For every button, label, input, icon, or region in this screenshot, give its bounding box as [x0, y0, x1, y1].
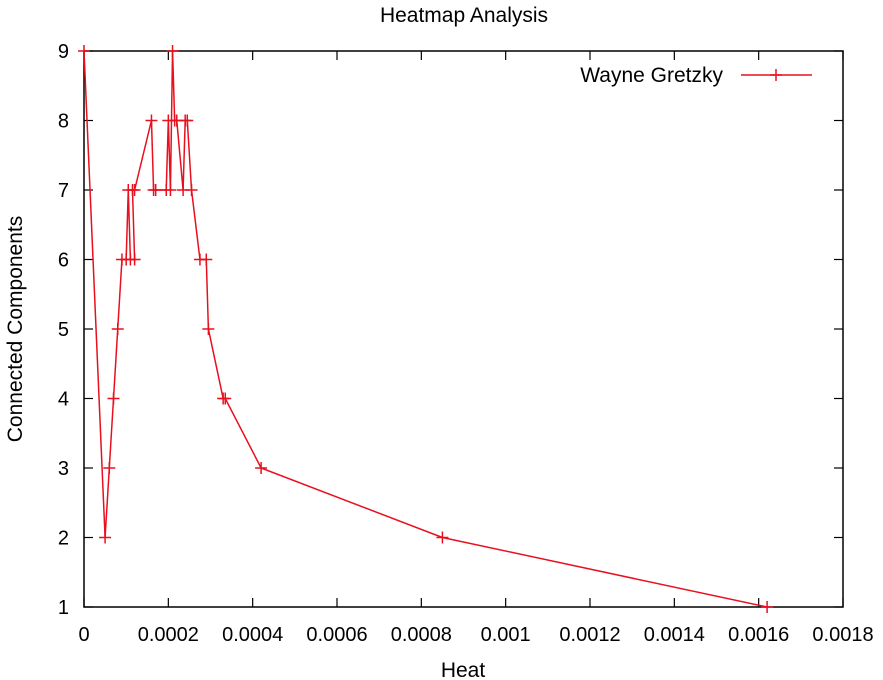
data-point — [185, 184, 198, 196]
data-point — [107, 392, 120, 405]
data-point — [145, 114, 158, 127]
data-point — [255, 462, 268, 474]
legend-marker — [770, 69, 782, 81]
x-tick-label: 0.001 — [481, 624, 531, 646]
data-point — [99, 531, 112, 544]
y-tick-label: 7 — [58, 180, 69, 202]
data-point — [111, 323, 124, 335]
plot-frame — [83, 50, 844, 608]
legend: Wayne Gretzky — [580, 64, 812, 87]
y-axis: 1 2 3 4 5 6 7 8 9 — [58, 41, 843, 619]
y-axis-title: Connected Components — [4, 216, 27, 442]
chart-title: Heatmap Analysis — [380, 4, 548, 27]
y-tick-label: 6 — [58, 250, 69, 272]
x-tick-label: 0.0018 — [812, 624, 873, 646]
data-point — [202, 323, 215, 335]
series-layer — [78, 45, 774, 613]
data-point — [200, 253, 213, 266]
y-tick-label: 2 — [58, 528, 69, 550]
series-line — [83, 50, 768, 608]
legend-label: Wayne Gretzky — [580, 64, 723, 87]
data-point — [181, 114, 194, 127]
x-tick-label: 0.0012 — [559, 624, 620, 646]
x-tick-label: 0.0006 — [306, 624, 367, 646]
x-axis: 0 0.0002 0.0004 0.0006 0.0008 0.001 0.0012 0.00… — [78, 51, 874, 646]
x-tick-label: 0 — [78, 624, 89, 646]
y-tick-label: 3 — [58, 458, 69, 480]
y-tick-label: 4 — [58, 389, 69, 411]
x-axis-title: Heat — [441, 659, 486, 680]
x-tick-label: 0.0002 — [138, 624, 199, 646]
data-point — [128, 253, 141, 266]
x-tick-label: 0.0014 — [644, 624, 705, 646]
y-tick-label: 5 — [58, 319, 69, 341]
data-point — [166, 45, 179, 57]
x-tick-label: 0.0016 — [728, 624, 789, 646]
x-tick-label: 0.0004 — [222, 624, 283, 646]
data-point — [103, 462, 116, 474]
data-point — [78, 45, 90, 57]
data-point — [164, 184, 177, 196]
data-point — [128, 184, 141, 196]
data-point — [219, 392, 232, 405]
y-tick-label: 9 — [58, 41, 69, 63]
data-point — [149, 184, 162, 196]
data-point — [761, 601, 774, 613]
y-tick-label: 8 — [58, 111, 69, 133]
x-tick-label: 0.0008 — [391, 624, 452, 646]
data-point — [436, 531, 449, 544]
y-tick-label: 1 — [58, 597, 69, 619]
